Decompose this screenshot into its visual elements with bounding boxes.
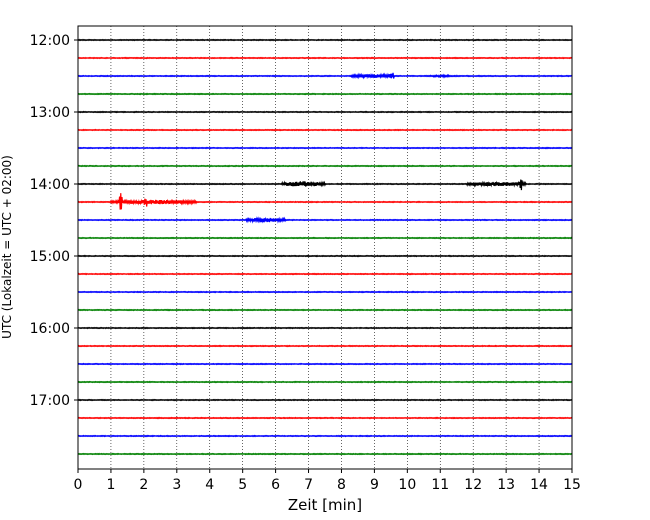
trace-line-1415 xyxy=(77,193,573,210)
x-tick-label: 15 xyxy=(563,477,581,493)
x-tick-label: 9 xyxy=(370,477,379,493)
trace-line-1730 xyxy=(77,434,573,438)
x-tick-label: 6 xyxy=(271,477,280,493)
x-tick-label: 11 xyxy=(431,477,449,493)
trace-line-1745 xyxy=(77,452,573,456)
trace-line-1700 xyxy=(77,398,573,402)
x-tick-label: 10 xyxy=(398,477,416,493)
trace-line-1630 xyxy=(77,362,573,366)
y-axis-label: UTC (Lokalzeit = UTC + 02:00) xyxy=(0,155,14,339)
trace-line-1500 xyxy=(77,254,573,258)
y-tick-label: 17:00 xyxy=(30,393,70,409)
trace-line-1200 xyxy=(77,38,573,42)
y-tick-label: 14:00 xyxy=(30,177,70,193)
y-tick-label: 13:00 xyxy=(30,105,70,121)
y-tick-label: 15:00 xyxy=(30,249,70,265)
x-tick-label: 12 xyxy=(464,477,482,493)
x-tick-label: 13 xyxy=(497,477,515,493)
trace-line-1445 xyxy=(77,236,573,240)
x-tick-label: 3 xyxy=(172,477,181,493)
trace-line-1215 xyxy=(77,56,573,60)
trace-line-1400 xyxy=(77,179,573,191)
y-tick-label: 12:00 xyxy=(30,33,70,49)
grid-lines xyxy=(110,26,540,469)
trace-line-1530 xyxy=(77,290,573,294)
x-tick-label: 5 xyxy=(238,477,247,493)
x-tick-label: 7 xyxy=(304,477,313,493)
x-axis-ticks: 0 1 2 3 4 5 6 7 8 9 10 11 12 13 14 15 xyxy=(74,469,581,493)
trace-line-1600 xyxy=(77,326,573,330)
x-tick-label: 8 xyxy=(337,477,346,493)
trace-line-1245 xyxy=(77,92,573,96)
trace-line-1300 xyxy=(77,110,573,114)
x-tick-label: 1 xyxy=(106,477,115,493)
trace-line-1615 xyxy=(77,344,573,348)
trace-line-1515 xyxy=(77,272,573,276)
trace-line-1715 xyxy=(77,416,573,420)
trace-line-1315 xyxy=(77,128,573,132)
trace-line-1330 xyxy=(77,146,573,150)
trace-lines xyxy=(77,38,573,456)
x-tick-label: 0 xyxy=(74,477,83,493)
x-axis-label: Zeit [min] xyxy=(288,496,362,514)
x-tick-label: 2 xyxy=(139,477,148,493)
trace-line-1545 xyxy=(77,308,573,312)
x-tick-label: 4 xyxy=(205,477,214,493)
plot-frame xyxy=(77,25,573,470)
x-tick-label: 14 xyxy=(530,477,548,493)
y-axis-ticks: 12:00 13:00 14:00 15:00 16:00 17:00 xyxy=(30,33,78,409)
trace-line-1645 xyxy=(77,380,573,384)
trace-line-1345 xyxy=(77,164,573,168)
trace-line-1230 xyxy=(77,72,573,80)
trace-line-1430 xyxy=(77,216,573,224)
y-tick-label: 16:00 xyxy=(30,321,70,337)
